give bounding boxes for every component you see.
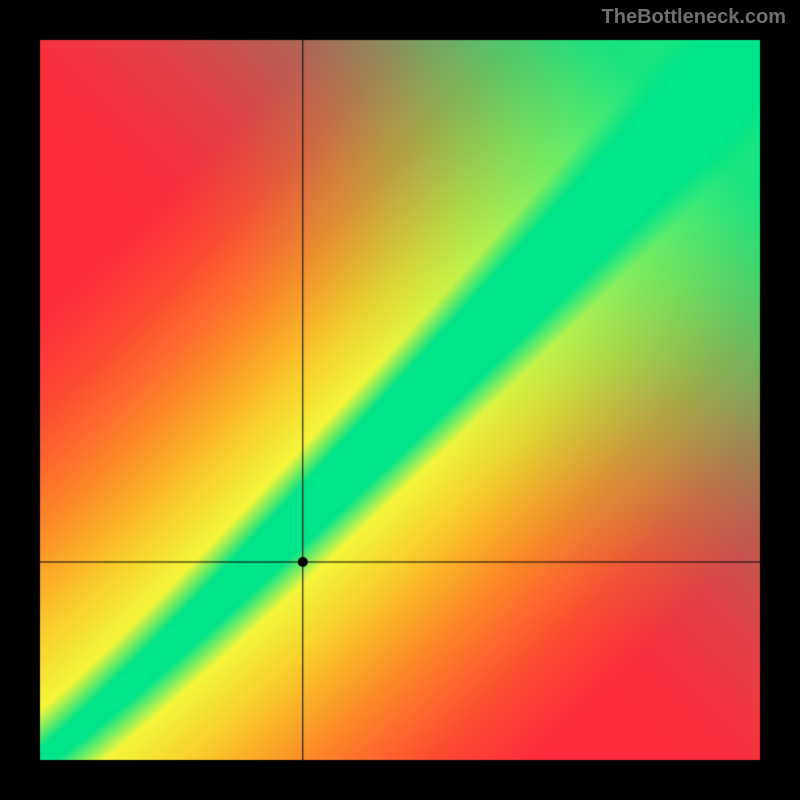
watermark-text: TheBottleneck.com [602, 6, 786, 29]
bottleneck-heatmap-canvas [0, 0, 800, 800]
chart-container: TheBottleneck.com [0, 0, 800, 800]
